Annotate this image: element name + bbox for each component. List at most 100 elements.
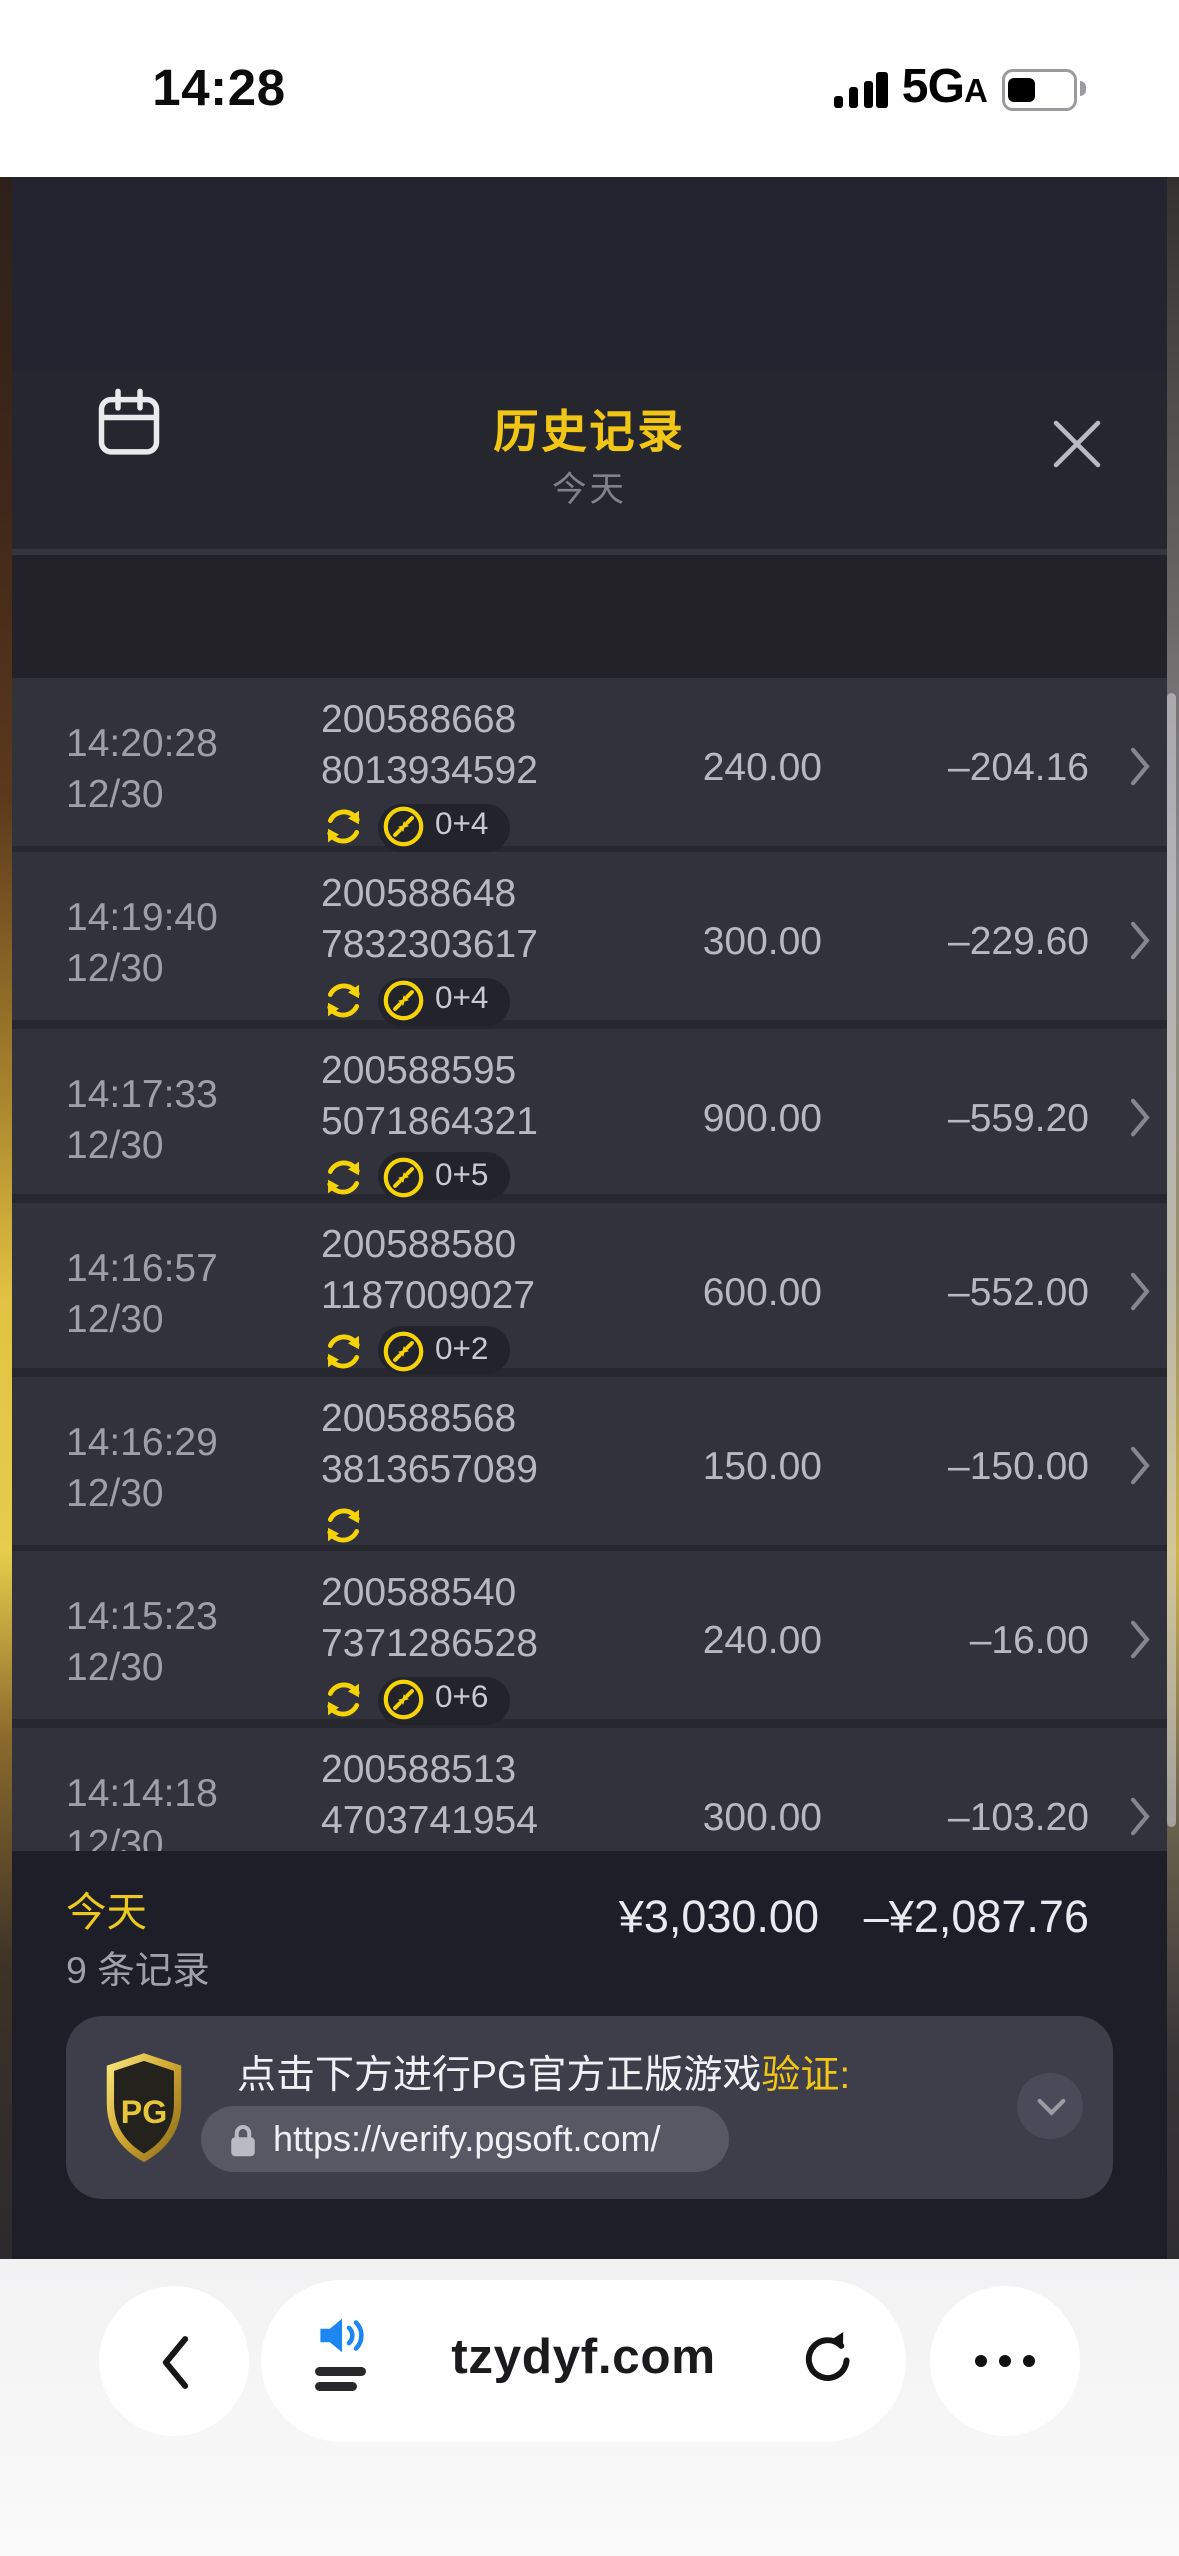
pg-verify-banner[interactable]: PG 点击下方进行PG官方正版游戏验证: https://verify.pgso… xyxy=(66,2016,1113,2199)
scrollbar[interactable] xyxy=(1167,693,1176,1827)
read-aloud-button[interactable] xyxy=(315,2313,369,2391)
row-bet-amount: 300.00 xyxy=(702,1793,822,1839)
row-chevron-right-icon[interactable] xyxy=(1128,1097,1152,1151)
reload-button[interactable] xyxy=(798,2328,858,2406)
row-order-line2: 1187009027 xyxy=(321,1271,536,1317)
summary-records-count: 9 条记录 xyxy=(66,1950,210,1992)
bonus-badge: 0+2 xyxy=(378,1327,510,1376)
url-text[interactable]: tzydyf.com xyxy=(451,2331,716,2385)
row-order-line1: 200588540 xyxy=(321,1570,517,1616)
calendar-icon[interactable] xyxy=(96,387,162,474)
row-chevron-right-icon[interactable] xyxy=(1128,1796,1152,1850)
status-bar: 14:28 5GA xyxy=(0,0,1179,177)
bonus-count: 0+4 xyxy=(435,981,489,1018)
row-bet-amount: 150.00 xyxy=(702,1443,822,1489)
background-game-edge-left xyxy=(0,177,12,2259)
bonus-badge: 0+4 xyxy=(378,802,510,851)
row-order: 200588648 7832303617 xyxy=(321,868,538,1026)
banner-collapse-button[interactable] xyxy=(1017,2073,1083,2139)
bonus-badge: 0+4 xyxy=(378,977,510,1026)
row-order: 200588580 1187009027 xyxy=(321,1218,536,1376)
row-bet-amount: 900.00 xyxy=(702,1093,822,1139)
summary-total-profit: –¥2,087.76 xyxy=(863,1893,1089,1944)
header-divider xyxy=(0,549,1179,554)
row-time: 14:19:40 12/30 xyxy=(66,892,218,994)
bonus-count: 0+5 xyxy=(435,1156,489,1193)
table-row[interactable]: 14:19:40 12/30 200588648 7832303617 xyxy=(0,852,1179,1026)
history-overlay: 历史记录 今天 时间 (GMT+8:00) 交易单号 投注(¥) 盈利(¥) 1… xyxy=(0,177,1179,2259)
reload-icon xyxy=(805,2331,850,2381)
row-chevron-right-icon[interactable] xyxy=(1128,922,1152,976)
row-bet-amount: 240.00 xyxy=(702,1618,822,1664)
browser-toolbar: tzydyf.com xyxy=(0,2259,1179,2556)
ellipsis-icon xyxy=(973,2354,1037,2368)
row-order-line2: 8013934592 xyxy=(321,747,538,792)
row-bet-amount: 600.00 xyxy=(702,1268,822,1314)
bonus-count: 0+2 xyxy=(435,1331,489,1368)
more-menu-button[interactable] xyxy=(930,2286,1080,2436)
respin-icon xyxy=(327,1159,360,1194)
row-order-line1: 200588513 xyxy=(321,1745,517,1791)
respin-icon xyxy=(327,984,360,1019)
row-time-clock: 14:20:28 xyxy=(66,720,218,765)
text-line-icon xyxy=(315,2367,366,2375)
battery-icon xyxy=(1002,69,1088,111)
row-order-line1: 200588568 xyxy=(321,1395,517,1441)
summary-total-bet: ¥3,030.00 xyxy=(618,1893,819,1944)
row-profit-amount: –204.16 xyxy=(948,744,1089,789)
row-feature-icons: 0+4 xyxy=(321,802,538,851)
row-time: 14:16:57 12/30 xyxy=(66,1242,218,1344)
date-filter-label: 今天 xyxy=(552,474,627,510)
row-profit-amount: –559.20 xyxy=(948,1093,1089,1139)
back-button[interactable] xyxy=(99,2286,249,2436)
row-order-line2: 7371286528 xyxy=(321,1621,538,1667)
respin-icon xyxy=(327,1508,360,1543)
row-order-line1: 200588668 xyxy=(321,696,517,741)
row-order-line2: 4703741954 xyxy=(321,1796,538,1842)
row-profit-amount: –16.00 xyxy=(969,1618,1089,1664)
row-order-line2: 3813657089 xyxy=(321,1446,538,1492)
row-time: 14:20:28 12/30 xyxy=(66,717,218,819)
network-type-label: 5GA xyxy=(901,63,988,114)
row-feature-icons: 0+5 xyxy=(321,1152,538,1201)
row-time-date: 12/30 xyxy=(66,771,164,816)
bonus-icon xyxy=(383,1331,424,1371)
row-order-line2: 7832303617 xyxy=(321,921,538,967)
bonus-icon xyxy=(383,806,424,847)
table-row[interactable]: 14:15:23 12/30 200588540 7371286528 xyxy=(0,1552,1179,1725)
row-chevron-right-icon[interactable] xyxy=(1128,1446,1152,1500)
row-time-date: 12/30 xyxy=(66,1470,164,1516)
close-icon[interactable] xyxy=(1047,414,1107,474)
table-row[interactable]: 14:16:29 12/30 200588568 3813657089 150.… xyxy=(0,1377,1179,1545)
pg-banner-message: 点击下方进行PG官方正版游戏验证: xyxy=(237,2052,851,2097)
pg-verify-link[interactable]: https://verify.pgsoft.com/ xyxy=(201,2106,729,2172)
bonus-icon xyxy=(383,981,424,1022)
lock-icon xyxy=(231,2123,255,2155)
row-chevron-right-icon[interactable] xyxy=(1128,1272,1152,1326)
row-chevron-right-icon[interactable] xyxy=(1128,747,1152,801)
row-profit-amount: –552.00 xyxy=(948,1268,1089,1314)
row-feature-icons: 0+4 xyxy=(321,977,538,1026)
address-bar[interactable]: tzydyf.com xyxy=(261,2280,906,2442)
speaker-icon xyxy=(320,2318,364,2353)
respin-icon xyxy=(327,1683,360,1718)
row-time: 14:15:23 12/30 xyxy=(66,1591,218,1693)
row-order: 200588595 5071864321 xyxy=(321,1043,538,1201)
row-time-date: 12/30 xyxy=(66,945,164,991)
row-time-date: 12/30 xyxy=(66,1120,164,1166)
bonus-count: 0+4 xyxy=(435,807,489,843)
pg-verify-url: https://verify.pgsoft.com/ xyxy=(273,2118,661,2160)
row-order-line1: 200588595 xyxy=(321,1045,517,1091)
row-time-clock: 14:16:57 xyxy=(66,1244,218,1290)
summary-footer: 今天 9 条记录 ¥3,030.00 –¥2,087.76 PG 点击下方进行P… xyxy=(0,1851,1179,2259)
row-time-clock: 14:16:29 xyxy=(66,1419,218,1465)
text-line-icon xyxy=(315,2382,357,2391)
table-row[interactable]: 14:16:57 12/30 200588580 1187009027 xyxy=(0,1202,1179,1376)
table-row[interactable]: 14:17:33 12/30 200588595 5071864321 xyxy=(0,1027,1179,1201)
row-chevron-right-icon[interactable] xyxy=(1128,1621,1152,1675)
row-time-clock: 14:17:33 xyxy=(66,1069,218,1115)
bonus-badge: 0+5 xyxy=(378,1152,510,1201)
table-row[interactable]: 14:20:28 12/30 200588668 8013934592 xyxy=(0,678,1179,851)
pg-logo: PG xyxy=(102,2052,186,2178)
bonus-count: 0+6 xyxy=(435,1681,489,1718)
